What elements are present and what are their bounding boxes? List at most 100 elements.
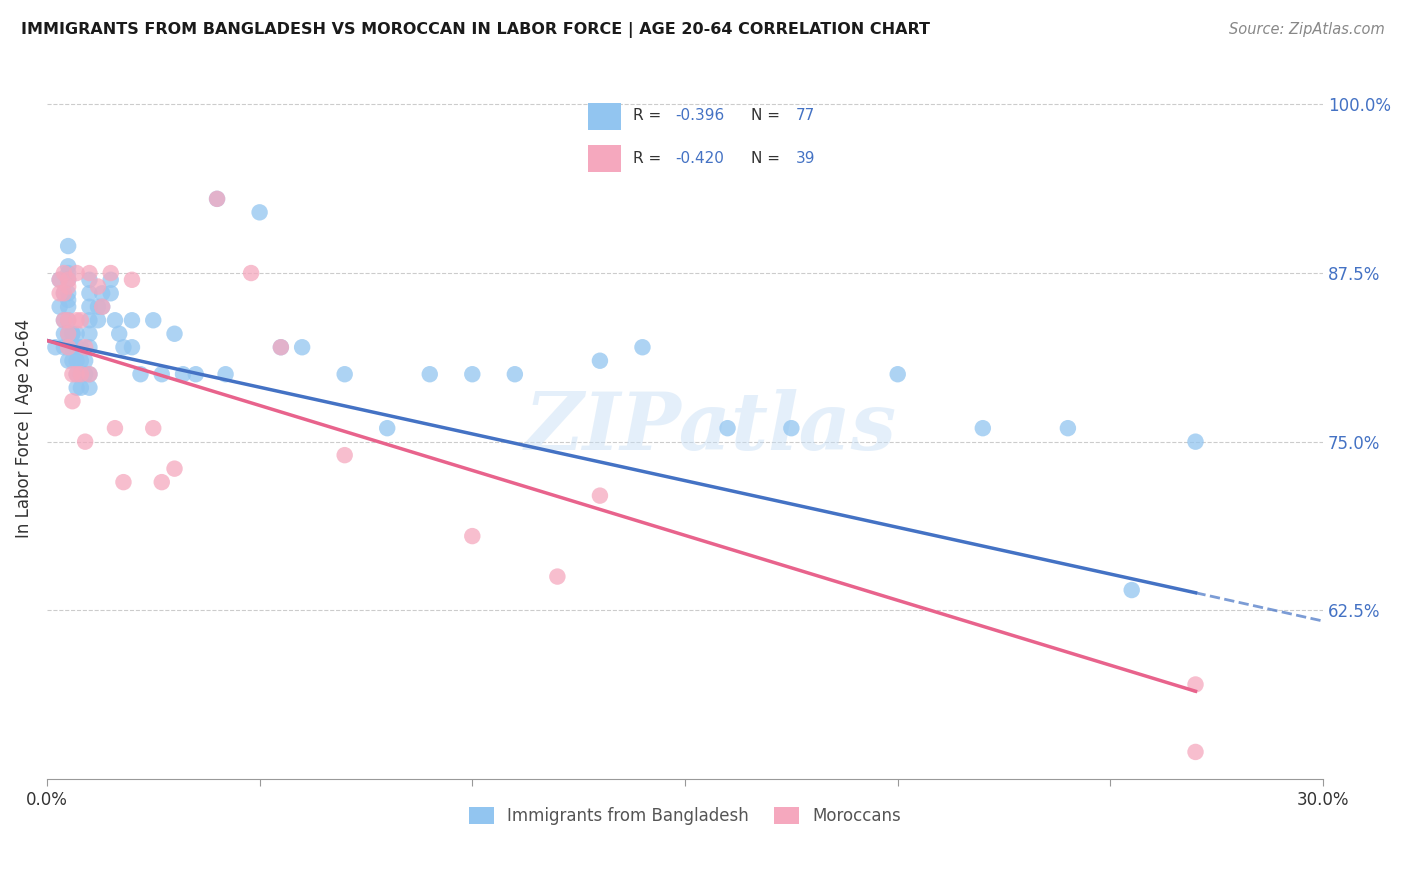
Point	[70, 353, 93, 368]
Point	[52, 326, 75, 341]
Point	[150, 475, 173, 490]
Point	[1057, 421, 1080, 435]
Point	[461, 529, 484, 543]
Point	[70, 381, 93, 395]
Point	[87, 279, 110, 293]
Point	[333, 368, 356, 382]
Point	[163, 461, 186, 475]
Point	[75, 368, 97, 382]
Point	[56, 279, 79, 293]
Point	[66, 340, 89, 354]
Point	[66, 313, 89, 327]
Point	[70, 313, 93, 327]
Point	[631, 340, 654, 354]
Point	[972, 421, 994, 435]
Point	[56, 260, 79, 274]
Point	[461, 368, 484, 382]
Point	[104, 313, 127, 327]
Point	[66, 353, 89, 368]
Point	[56, 293, 79, 307]
Text: Source: ZipAtlas.com: Source: ZipAtlas.com	[1229, 22, 1385, 37]
Point	[79, 326, 101, 341]
Point	[66, 266, 89, 280]
Point	[62, 353, 84, 368]
Point	[56, 353, 79, 368]
Point	[56, 313, 79, 327]
Text: IMMIGRANTS FROM BANGLADESH VS MOROCCAN IN LABOR FORCE | AGE 20-64 CORRELATION CH: IMMIGRANTS FROM BANGLADESH VS MOROCCAN I…	[21, 22, 931, 38]
Point	[419, 368, 441, 382]
Y-axis label: In Labor Force | Age 20-64: In Labor Force | Age 20-64	[15, 318, 32, 538]
Point	[62, 368, 84, 382]
Point	[56, 286, 79, 301]
Point	[56, 273, 79, 287]
Point	[214, 368, 236, 382]
Point	[62, 326, 84, 341]
Point	[270, 340, 292, 354]
Point	[87, 313, 110, 327]
Point	[129, 368, 152, 382]
Point	[79, 300, 101, 314]
Point	[121, 273, 143, 287]
Point	[56, 326, 79, 341]
Point	[121, 313, 143, 327]
Point	[75, 353, 97, 368]
Point	[79, 381, 101, 395]
Point	[70, 368, 93, 382]
Point	[52, 286, 75, 301]
Point	[240, 266, 263, 280]
Point	[79, 286, 101, 301]
Point	[52, 313, 75, 327]
Point	[104, 421, 127, 435]
Point	[62, 394, 84, 409]
Point	[503, 368, 526, 382]
Point	[184, 368, 207, 382]
Point	[56, 340, 79, 354]
Point	[87, 300, 110, 314]
Point	[56, 239, 79, 253]
Text: ZIPatlas: ZIPatlas	[524, 390, 897, 467]
Point	[56, 340, 79, 354]
Point	[270, 340, 292, 354]
Point	[79, 340, 101, 354]
Point	[66, 368, 89, 382]
Point	[121, 340, 143, 354]
Point	[163, 326, 186, 341]
Point	[589, 489, 612, 503]
Point	[91, 300, 114, 314]
Point	[70, 340, 93, 354]
Point	[75, 434, 97, 449]
Point	[79, 313, 101, 327]
Point	[66, 381, 89, 395]
Point	[1121, 583, 1143, 598]
Point	[100, 266, 122, 280]
Point	[62, 340, 84, 354]
Point	[66, 326, 89, 341]
Point	[56, 273, 79, 287]
Point	[56, 300, 79, 314]
Point	[112, 475, 135, 490]
Point	[56, 313, 79, 327]
Point	[546, 569, 568, 583]
Legend: Immigrants from Bangladesh, Moroccans: Immigrants from Bangladesh, Moroccans	[461, 799, 910, 834]
Point	[79, 266, 101, 280]
Point	[142, 313, 165, 327]
Point	[91, 286, 114, 301]
Point	[205, 192, 228, 206]
Point	[52, 313, 75, 327]
Point	[150, 368, 173, 382]
Point	[780, 421, 803, 435]
Point	[100, 286, 122, 301]
Point	[375, 421, 398, 435]
Point	[100, 273, 122, 287]
Point	[1184, 745, 1206, 759]
Point	[79, 273, 101, 287]
Point	[52, 340, 75, 354]
Point	[108, 326, 131, 341]
Point	[142, 421, 165, 435]
Point	[62, 326, 84, 341]
Point	[48, 273, 70, 287]
Point	[56, 326, 79, 341]
Point	[79, 368, 101, 382]
Point	[333, 448, 356, 462]
Point	[52, 266, 75, 280]
